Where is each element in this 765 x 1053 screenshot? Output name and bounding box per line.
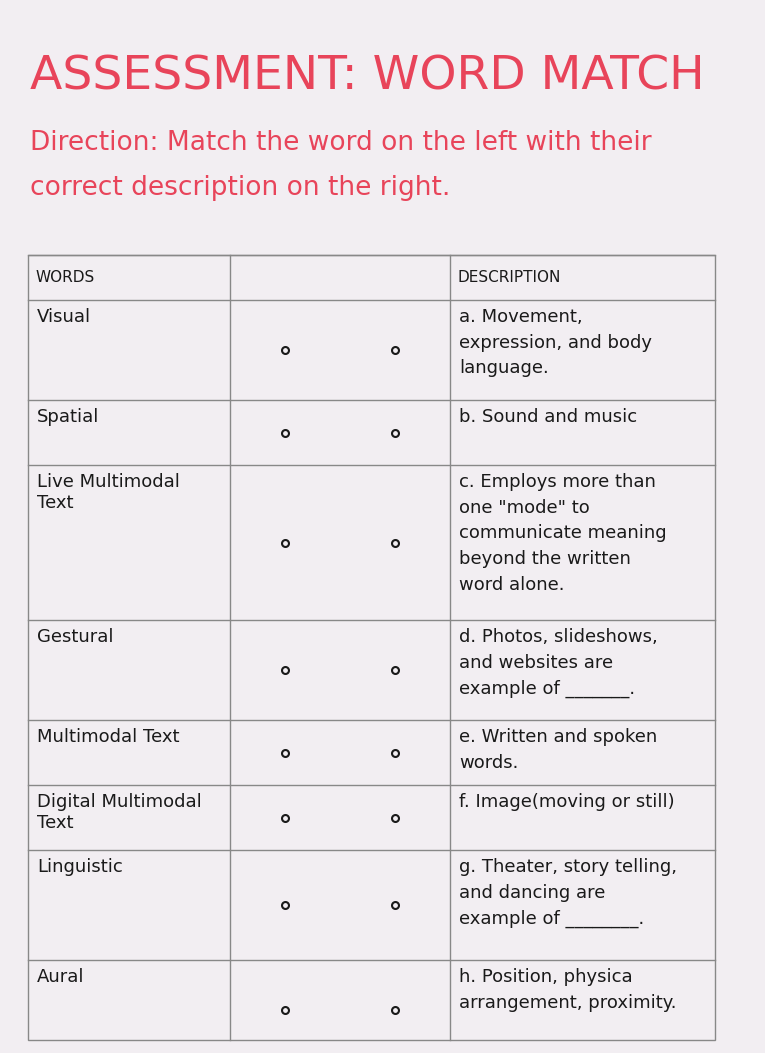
Text: Gestural: Gestural [37, 628, 113, 645]
Text: b. Sound and music: b. Sound and music [459, 408, 637, 426]
Text: Multimodal Text: Multimodal Text [37, 728, 180, 746]
Text: c. Employs more than
one "mode" to
communicate meaning
beyond the written
word a: c. Employs more than one "mode" to commu… [459, 473, 666, 594]
Text: Direction: Match the word on the left with their: Direction: Match the word on the left wi… [30, 130, 652, 156]
Text: Visual: Visual [37, 307, 91, 326]
Text: correct description on the right.: correct description on the right. [30, 175, 451, 201]
Text: DESCRIPTION: DESCRIPTION [458, 270, 562, 285]
Text: WORDS: WORDS [36, 270, 96, 285]
Text: ASSESSMENT: WORD MATCH: ASSESSMENT: WORD MATCH [30, 55, 705, 100]
Text: Digital Multimodal
Text: Digital Multimodal Text [37, 793, 202, 832]
Text: Linguistic: Linguistic [37, 858, 122, 876]
Text: Aural: Aural [37, 968, 84, 986]
Text: e. Written and spoken
words.: e. Written and spoken words. [459, 728, 657, 772]
Text: Spatial: Spatial [37, 408, 99, 426]
Text: g. Theater, story telling,
and dancing are
example of ________.: g. Theater, story telling, and dancing a… [459, 858, 677, 928]
Text: Live Multimodal
Text: Live Multimodal Text [37, 473, 180, 512]
Text: d. Photos, slideshows,
and websites are
example of _______.: d. Photos, slideshows, and websites are … [459, 628, 658, 698]
Bar [28, 255, 715, 1040]
Text: f. Image(moving or still): f. Image(moving or still) [459, 793, 675, 811]
Text: h. Position, physica
arrangement, proximity.: h. Position, physica arrangement, proxim… [459, 968, 676, 1012]
Text: a. Movement,
expression, and body
language.: a. Movement, expression, and body langua… [459, 307, 652, 377]
